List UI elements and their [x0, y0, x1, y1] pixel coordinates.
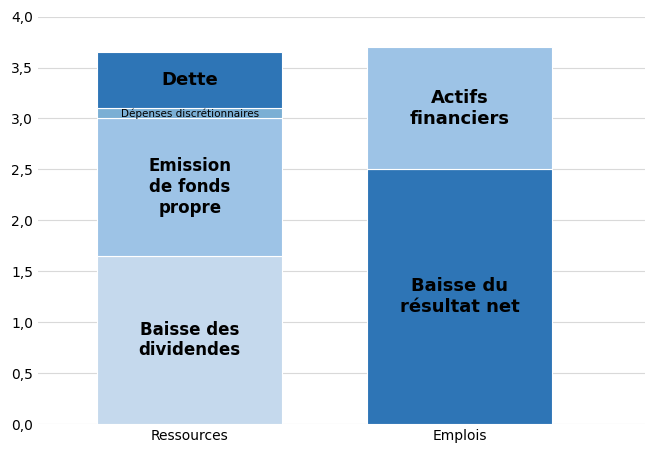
Text: Baisse des
dividendes: Baisse des dividendes — [138, 321, 241, 360]
Text: Emission
de fonds
propre: Emission de fonds propre — [148, 158, 231, 217]
Text: Baisse du
résultat net: Baisse du résultat net — [400, 277, 520, 316]
Bar — [97, 118, 283, 256]
Bar — [367, 47, 552, 169]
Bar — [97, 52, 283, 109]
Text: Dette: Dette — [161, 71, 218, 89]
Text: Actifs
financiers: Actifs financiers — [409, 89, 510, 128]
Text: Dépenses discrétionnaires: Dépenses discrétionnaires — [121, 108, 258, 118]
Bar — [367, 169, 552, 424]
Bar — [97, 109, 283, 118]
Bar — [97, 256, 283, 424]
